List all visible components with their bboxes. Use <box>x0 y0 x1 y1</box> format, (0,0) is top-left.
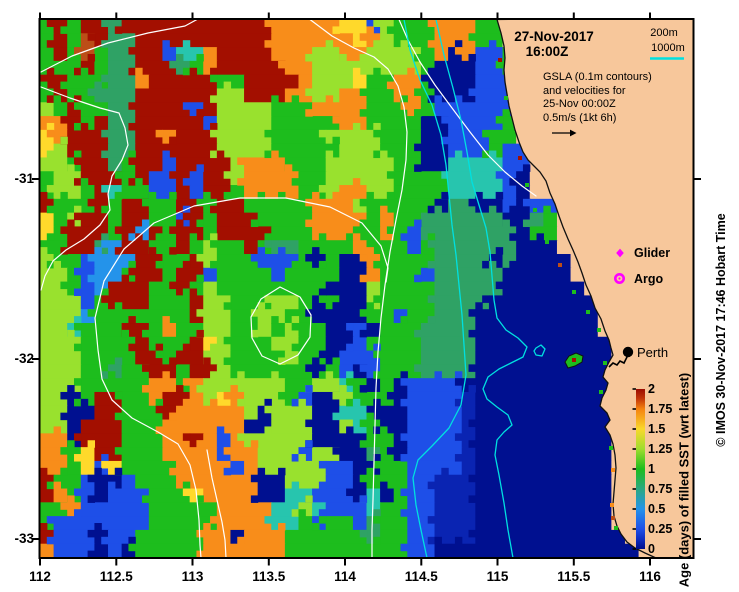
gsla-contour <box>309 19 408 558</box>
depth-200m-label: 200m <box>650 27 678 39</box>
sst-age-field <box>40 19 693 558</box>
velocity-scale-arrow-icon <box>552 129 577 137</box>
gsla-contour <box>94 317 202 558</box>
x-tick-label: 114.5 <box>404 569 438 584</box>
y-tick-label: -31 <box>14 171 34 186</box>
bathymetry-contour <box>403 19 467 558</box>
plot-border <box>38 18 695 559</box>
x-tick-label: 112 <box>29 569 51 584</box>
colorbar-axis-label: Age (days) of filled SST (wrt latest) <box>676 372 692 588</box>
axis-ticks <box>32 12 701 566</box>
bathymetry-contour <box>533 344 546 357</box>
x-tick-label: 116 <box>639 569 661 584</box>
colorbar-tick-label: 0 <box>648 542 655 556</box>
glider-marker-icon <box>616 248 624 258</box>
city-perth-label: Perth <box>637 345 669 360</box>
y-tick-label: -32 <box>14 351 34 366</box>
gsla-annotation-line: GSLA (0.1m contours) <box>543 71 652 83</box>
colorbar-tick-label: 1.25 <box>648 442 673 456</box>
x-tick-label: 113 <box>181 569 204 584</box>
x-tick-label: 114 <box>334 569 356 584</box>
gsla-contour <box>206 449 227 558</box>
argo-marker-icon <box>613 272 625 284</box>
gsla-contour <box>40 19 198 73</box>
gsla-annotation-line: and velocities for <box>543 84 626 97</box>
colorbar-tick-label: 1.75 <box>648 402 673 416</box>
colorbar-tick-label: 1.5 <box>648 422 666 436</box>
copyright-vertical-label: © IMOS 30-Nov-2017 17:46 Hobart Time <box>714 213 728 447</box>
colorbar <box>632 388 645 550</box>
gsla-contour <box>40 86 129 291</box>
colorbar-tick-label: 0.75 <box>648 482 673 496</box>
x-tick-label: 115 <box>486 569 509 584</box>
x-tick-label: 112.5 <box>99 569 133 584</box>
gsla-annotation-line: 25-Nov 00:00Z <box>543 98 616 110</box>
legend-argo-label: Argo <box>634 272 664 286</box>
colorbar-tick-label: 0.5 <box>648 502 666 516</box>
date-title-line1: 27-Nov-2017 <box>514 29 594 44</box>
x-tick-label: 115.5 <box>557 569 591 584</box>
colorbar-tick-label: 1 <box>648 462 655 476</box>
colorbar-tick-label: 0.25 <box>648 522 673 536</box>
gsla-annotation-line: 0.5m/s (1kt 6h) <box>543 111 617 124</box>
bathymetry-contour <box>435 19 528 558</box>
gsla-contour <box>250 286 312 365</box>
gsla-contour <box>94 197 389 319</box>
gsla-annotation: GSLA (0.1m contours) and velocities for 25… <box>543 71 652 125</box>
date-title-line2: 16:00Z <box>525 44 569 59</box>
perth-city-dot <box>622 346 634 358</box>
legend-glider-label: Glider <box>634 246 671 260</box>
colorbar-tick-label: 2 <box>648 382 655 396</box>
y-tick-label: -33 <box>14 531 34 546</box>
x-tick-label: 113.5 <box>252 569 286 584</box>
depth-1000m-label: 1000m <box>651 42 685 54</box>
